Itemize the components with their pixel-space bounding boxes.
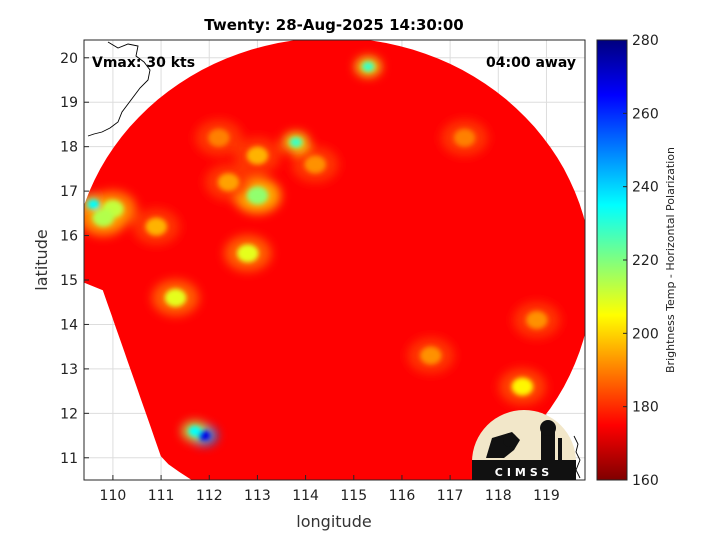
colorbar-tick-label: 280 <box>632 33 659 49</box>
colorbar-label: Brightness Temp - Horizontal Polarizatio… <box>664 147 677 373</box>
axes-frame <box>83 39 586 481</box>
temp-feature <box>362 61 375 72</box>
x-tick-label: 117 <box>437 488 464 504</box>
logo-text: CIMSS <box>495 466 553 479</box>
x-tick-label: 112 <box>196 488 223 504</box>
x-tick-label: 110 <box>100 488 127 504</box>
y-tick-label: 17 <box>60 184 78 200</box>
y-tick-label: 15 <box>60 273 78 289</box>
temp-feature <box>145 217 168 236</box>
colorbar-tick-label: 160 <box>632 473 659 489</box>
temp-feature <box>420 346 442 365</box>
temp-feature <box>164 288 187 307</box>
colorbar-tick-label: 200 <box>632 326 659 342</box>
y-tick-label: 12 <box>60 406 78 422</box>
temp-feature <box>236 244 259 263</box>
y-tick-label: 13 <box>60 362 78 378</box>
x-tick-label: 111 <box>148 488 175 504</box>
x-axis-ticks: 110 111 112 113 114 115 116 117 118 119 <box>100 475 560 504</box>
x-tick-label: 119 <box>533 488 560 504</box>
chart-title: Twenty: 28-Aug-2025 14:30:00 <box>204 16 463 34</box>
temp-feature <box>188 426 201 437</box>
colorbar-tick-label: 220 <box>632 253 659 269</box>
temp-feature <box>208 128 230 147</box>
colorbar-tick-label: 260 <box>632 106 659 122</box>
y-tick-label: 16 <box>60 229 78 245</box>
colorbar-tick-label: 240 <box>632 180 659 196</box>
temp-feature <box>526 311 548 329</box>
x-tick-label: 113 <box>244 488 271 504</box>
cimss-logo: CIMSS <box>472 410 576 480</box>
temp-feature <box>246 186 269 205</box>
temp-feature <box>92 208 115 227</box>
y-tick-label: 11 <box>60 451 78 467</box>
y-tick-label: 14 <box>60 317 78 333</box>
time-away-annotation: 04:00 away <box>486 55 576 71</box>
x-axis-label: longitude <box>296 512 371 531</box>
vmax-annotation: Vmax: 30 kts <box>92 55 195 71</box>
y-tick-label: 20 <box>60 51 78 67</box>
y-tick-label: 18 <box>60 140 78 156</box>
temp-feature <box>453 128 476 147</box>
temp-feature <box>246 146 269 165</box>
temp-feature <box>217 173 240 192</box>
x-tick-label: 115 <box>340 488 367 504</box>
y-axis-ticks: 11 12 13 14 15 16 17 18 19 20 <box>60 51 89 467</box>
temp-feature <box>511 377 534 396</box>
y-tick-label: 19 <box>60 95 78 111</box>
temp-feature <box>198 430 211 441</box>
brightness-temp-swath <box>84 40 585 480</box>
x-tick-label: 114 <box>292 488 319 504</box>
x-tick-label: 116 <box>389 488 416 504</box>
temp-feature <box>289 137 302 148</box>
x-tick-label: 118 <box>485 488 512 504</box>
colorbar-ticks: 160 180 200 220 240 260 280 <box>623 33 659 489</box>
temp-feature <box>87 199 100 210</box>
colorbar-tick-label: 180 <box>632 400 659 416</box>
y-axis-label: latitude <box>32 229 51 290</box>
colorbar <box>596 39 628 481</box>
temp-feature <box>304 155 327 174</box>
